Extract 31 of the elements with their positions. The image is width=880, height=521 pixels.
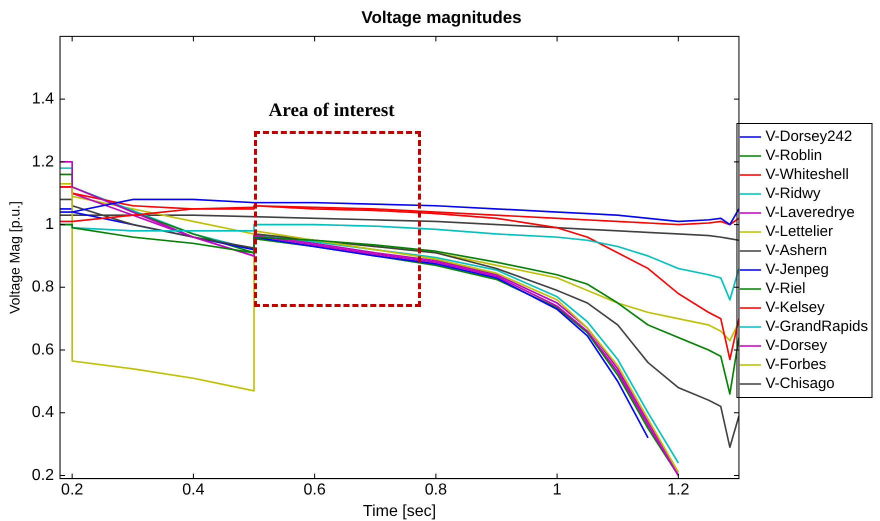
legend-label: V-Chisago	[765, 375, 835, 392]
x-tick-label: 0.8	[424, 482, 448, 499]
legend-label: V-Lettelier	[765, 223, 833, 240]
legend-label: V-Whiteshell	[765, 166, 849, 184]
legend-label: V-GrandRapids	[765, 318, 868, 336]
x-tick-label: 1	[552, 482, 562, 499]
y-tick-label: 0.8	[32, 278, 54, 296]
legend-label: V-Kelsey	[765, 299, 826, 316]
legend-label: V-Forbes	[765, 356, 826, 374]
x-tick-label: 0.4	[182, 482, 205, 499]
y-tick-label: 0.6	[32, 341, 54, 358]
legend-label: V-Roblin	[765, 147, 822, 164]
legend-label: V-Ashern	[765, 242, 828, 260]
y-tick-label: 0.4	[32, 404, 54, 422]
legend-label: V-Laveredrye	[765, 204, 855, 222]
annotation: Area of interest	[268, 100, 396, 121]
chart-title: Voltage magnitudes	[361, 8, 522, 27]
y-axis-title: Voltage Mag [p.u.]	[6, 201, 22, 314]
legend-label: V-Jenpeg	[765, 261, 829, 278]
y-tick-label: 1.4	[32, 90, 54, 108]
x-axis-title: Time [sec]	[362, 502, 436, 520]
y-tick-label: 1	[45, 216, 54, 233]
x-tick-label: 0.6	[304, 482, 326, 499]
legend-label: V-Dorsey	[765, 337, 828, 354]
y-tick-label: 1.2	[32, 153, 54, 170]
legend-label: V-Ridwy	[765, 185, 821, 202]
y-tick-label: 0.2	[32, 466, 54, 484]
legend-label: V-Riel	[765, 280, 806, 298]
x-tick-label: 0.2	[61, 482, 84, 499]
legend-label: V-Dorsey242	[765, 128, 852, 146]
x-tick-label: 1.2	[667, 482, 690, 499]
